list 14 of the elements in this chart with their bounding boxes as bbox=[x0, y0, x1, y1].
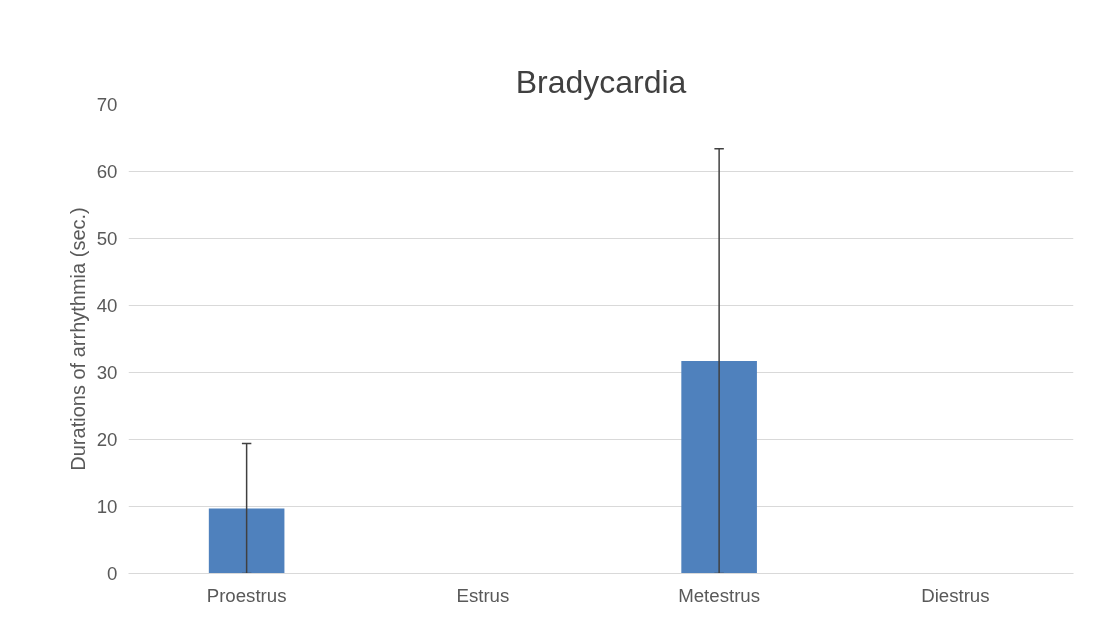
y-tick-label: 70 bbox=[96, 94, 118, 115]
chart-title: Bradycardia bbox=[515, 63, 687, 100]
y-tick-label: 10 bbox=[96, 496, 118, 517]
x-tick-label: Metestrus bbox=[678, 584, 761, 606]
y-tick-label: 60 bbox=[96, 161, 118, 182]
y-tick-label: 50 bbox=[96, 228, 118, 249]
x-tick-label: Proestrus bbox=[206, 584, 287, 606]
x-tick-label: Estrus bbox=[456, 584, 510, 606]
y-tick-label: 40 bbox=[96, 295, 118, 316]
y-tick-label: 0 bbox=[107, 563, 118, 584]
y-tick-label: 20 bbox=[96, 429, 118, 450]
x-tick-label: Diestrus bbox=[921, 584, 990, 606]
y-axis-title: Durations of arrhythmia (sec.) bbox=[66, 207, 89, 471]
y-tick-label: 30 bbox=[96, 362, 118, 383]
